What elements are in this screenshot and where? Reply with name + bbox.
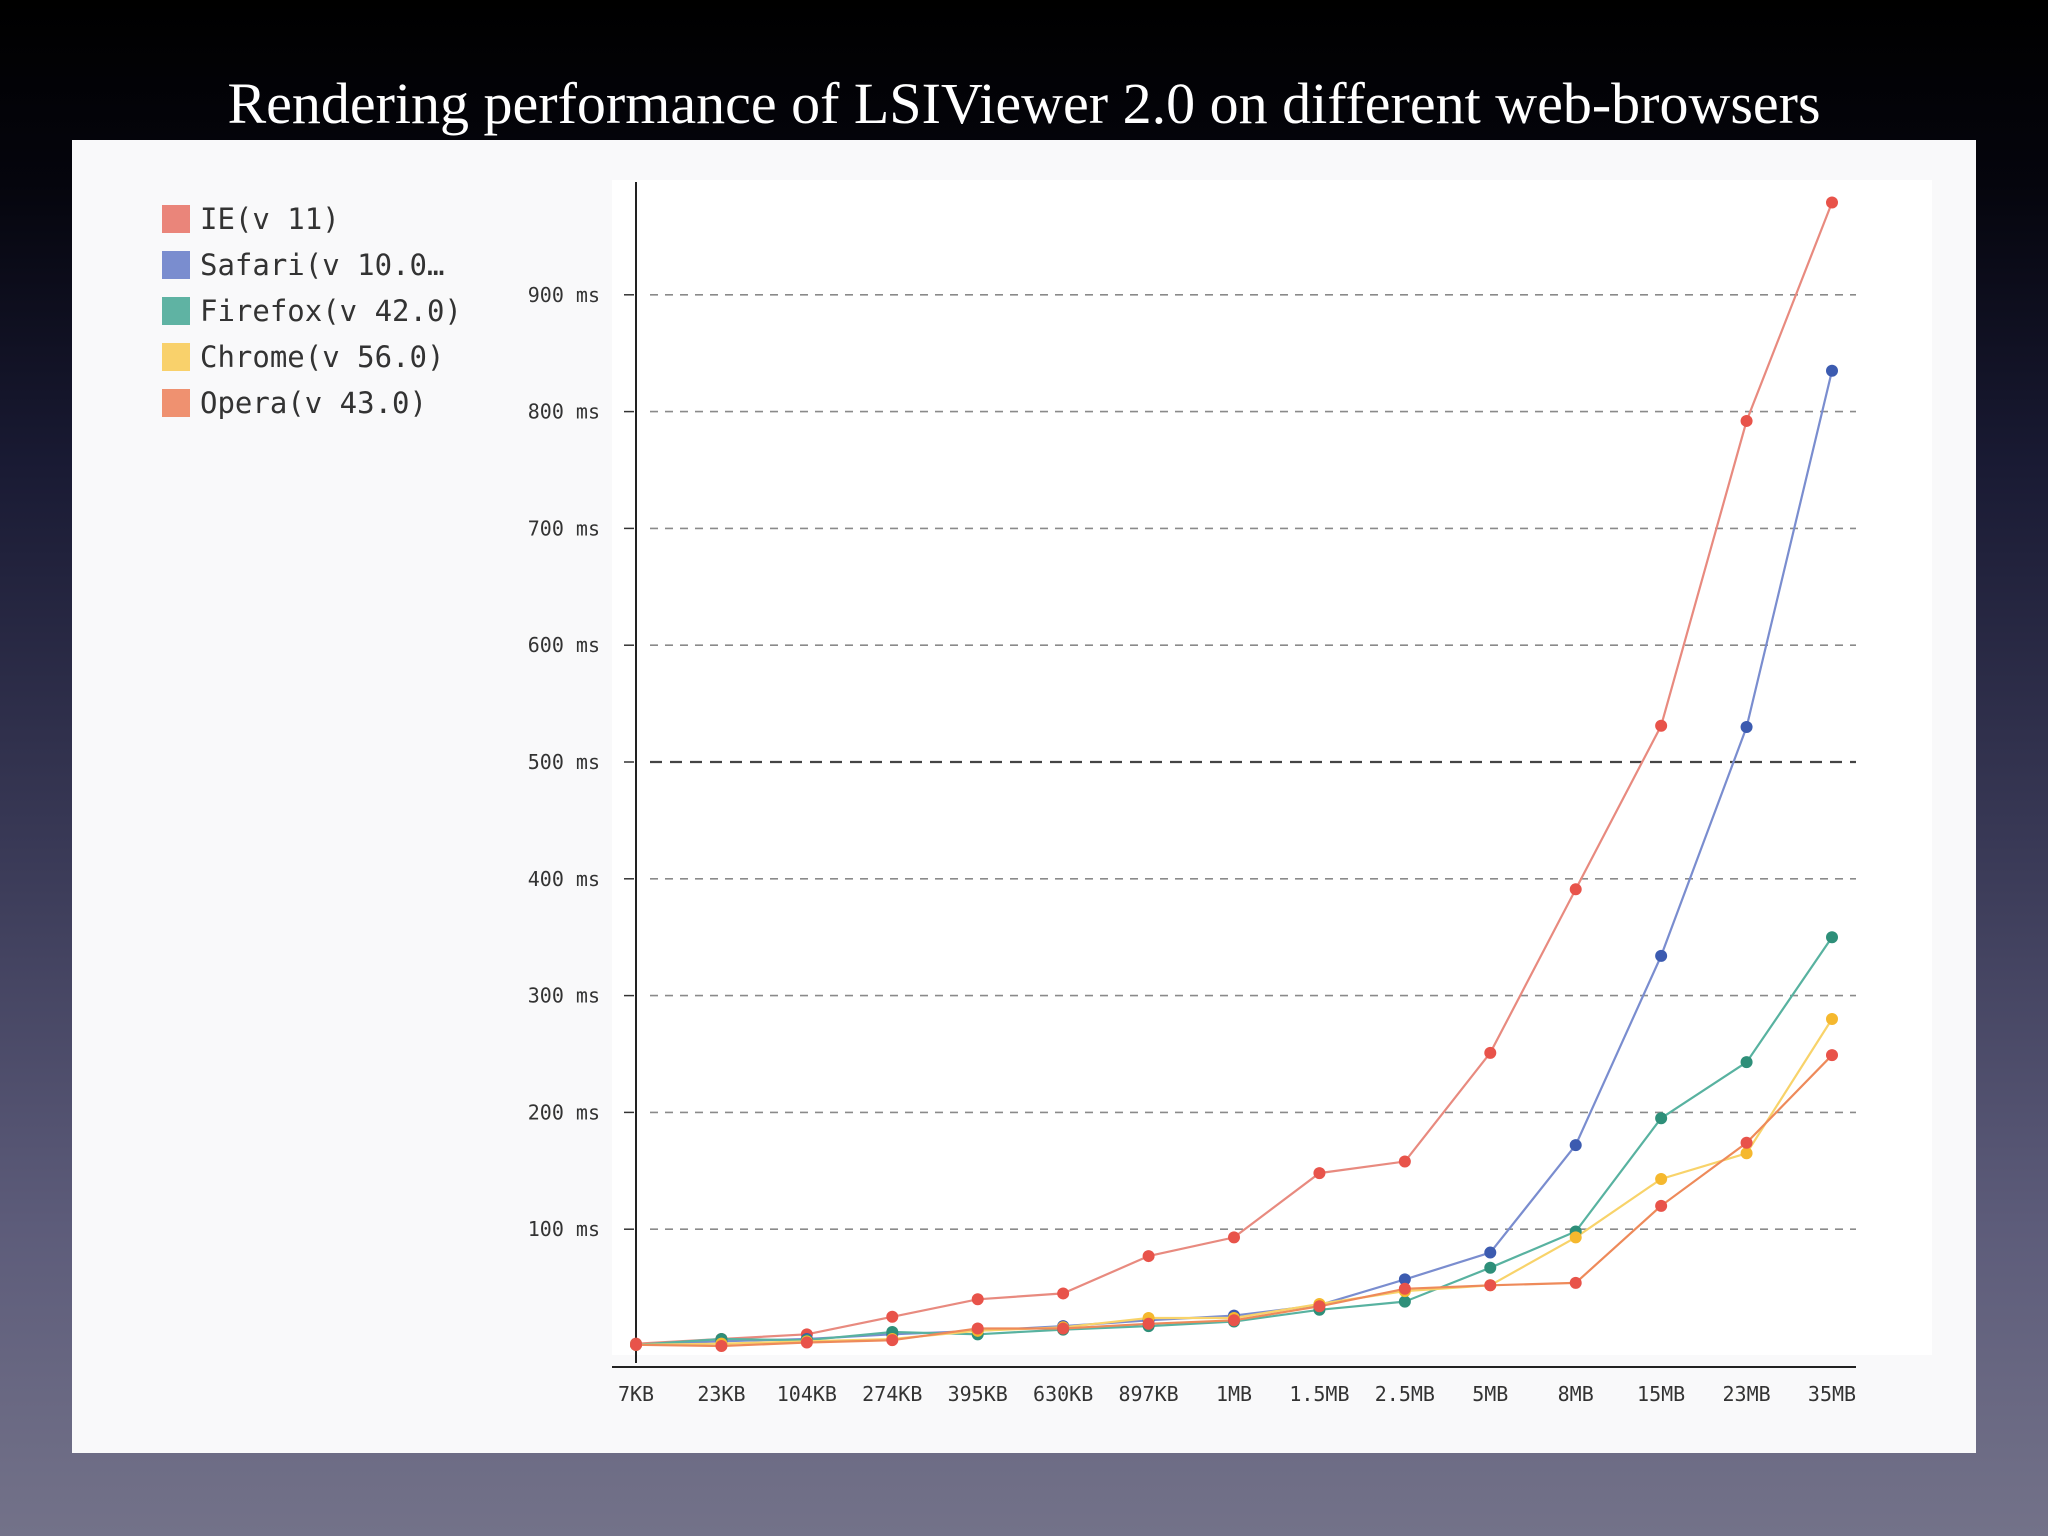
data-point-3-14: [1826, 1013, 1838, 1025]
series-line-2: [636, 937, 1832, 1345]
data-point-1-10: [1484, 1247, 1496, 1259]
data-point-4-12: [1655, 1200, 1667, 1212]
y-tick-label: 500 ms: [528, 750, 600, 774]
series-line-3: [636, 1019, 1832, 1345]
data-point-1-12: [1655, 950, 1667, 962]
data-point-2-9: [1399, 1296, 1411, 1308]
data-point-4-2: [801, 1336, 813, 1348]
data-point-3-12: [1655, 1173, 1667, 1185]
x-tick-label: 23MB: [1722, 1382, 1770, 1406]
data-point-4-1: [715, 1340, 727, 1352]
data-point-0-8: [1313, 1167, 1325, 1179]
series-line-4: [636, 1055, 1832, 1346]
data-point-2-12: [1655, 1112, 1667, 1124]
y-tick-label: 200 ms: [528, 1100, 600, 1124]
x-tick-label: 897KB: [1118, 1382, 1178, 1406]
data-point-0-12: [1655, 720, 1667, 732]
data-point-0-5: [1057, 1287, 1069, 1299]
y-tick-label: 300 ms: [528, 984, 600, 1008]
data-point-4-11: [1570, 1277, 1582, 1289]
x-tick-label: 104KB: [777, 1382, 837, 1406]
data-point-0-9: [1399, 1155, 1411, 1167]
data-point-4-3: [886, 1334, 898, 1346]
y-tick-label: 700 ms: [528, 516, 600, 540]
data-point-1-13: [1741, 721, 1753, 733]
y-tick-label: 900 ms: [528, 283, 600, 307]
data-point-2-10: [1484, 1262, 1496, 1274]
y-tick-label: 600 ms: [528, 633, 600, 657]
data-point-4-6: [1143, 1318, 1155, 1330]
y-tick-label: 100 ms: [528, 1217, 600, 1241]
x-tick-label: 2.5MB: [1375, 1382, 1435, 1406]
data-point-0-7: [1228, 1231, 1240, 1243]
chart-panel: IE(v 11) Safari(v 10.0… Firefox(v 42.0) …: [72, 140, 1976, 1453]
data-point-3-11: [1570, 1231, 1582, 1243]
data-point-2-13: [1741, 1056, 1753, 1068]
data-point-0-6: [1143, 1250, 1155, 1262]
series-line-1: [636, 371, 1832, 1345]
data-point-0-3: [886, 1311, 898, 1323]
x-tick-label: 1.5MB: [1289, 1382, 1349, 1406]
data-point-0-11: [1570, 883, 1582, 895]
data-point-0-4: [972, 1293, 984, 1305]
x-tick-label: 35MB: [1808, 1382, 1856, 1406]
data-point-4-8: [1313, 1300, 1325, 1312]
data-point-4-5: [1057, 1322, 1069, 1334]
data-point-4-0: [630, 1339, 642, 1351]
data-point-3-13: [1741, 1147, 1753, 1159]
x-tick-label: 274KB: [862, 1382, 922, 1406]
data-point-2-14: [1826, 931, 1838, 943]
x-tick-label: 23KB: [697, 1382, 745, 1406]
data-point-0-14: [1826, 197, 1838, 209]
data-point-4-7: [1228, 1314, 1240, 1326]
x-tick-label: 1MB: [1216, 1382, 1252, 1406]
y-tick-label: 800 ms: [528, 400, 600, 424]
x-tick-label: 15MB: [1637, 1382, 1685, 1406]
x-tick-label: 395KB: [948, 1382, 1008, 1406]
data-point-1-14: [1826, 365, 1838, 377]
x-tick-label: 630KB: [1033, 1382, 1093, 1406]
data-point-0-10: [1484, 1047, 1496, 1059]
data-point-4-14: [1826, 1049, 1838, 1061]
y-tick-label: 400 ms: [528, 867, 600, 891]
data-point-4-4: [972, 1322, 984, 1334]
x-tick-label: 8MB: [1558, 1382, 1594, 1406]
line-chart: 100 ms 200 ms 300 ms 400 ms 500 ms 600 ms 700 …: [72, 140, 1976, 1453]
series-line-0: [636, 203, 1832, 1344]
x-tick-label: 5MB: [1472, 1382, 1508, 1406]
data-point-1-11: [1570, 1139, 1582, 1151]
data-point-0-13: [1741, 415, 1753, 427]
data-point-4-13: [1741, 1137, 1753, 1149]
x-tick-label: 7KB: [618, 1382, 654, 1406]
data-point-4-10: [1484, 1279, 1496, 1291]
slide-title: Rendering performance of LSIViewer 2.0 o…: [0, 68, 2048, 140]
data-point-4-9: [1399, 1283, 1411, 1295]
